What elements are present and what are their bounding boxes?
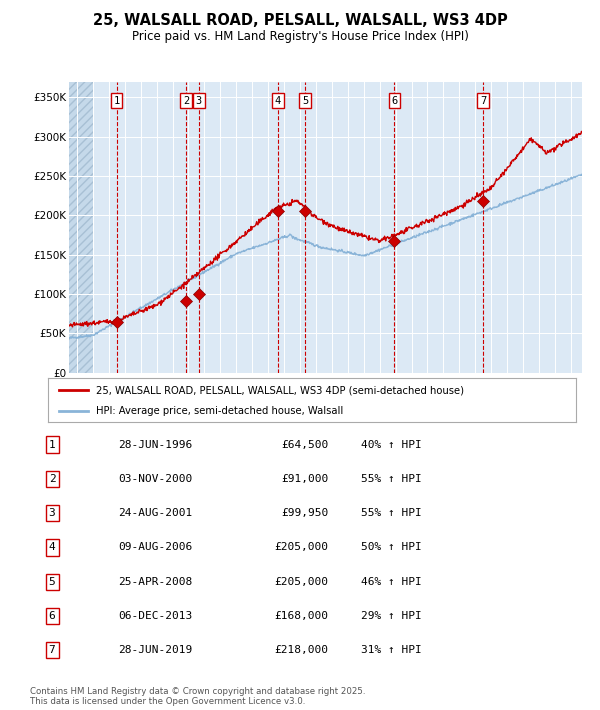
Text: 28-JUN-1996: 28-JUN-1996 bbox=[118, 439, 193, 449]
Text: 09-AUG-2006: 09-AUG-2006 bbox=[118, 542, 193, 552]
Text: Contains HM Land Registry data © Crown copyright and database right 2025.
This d: Contains HM Land Registry data © Crown c… bbox=[30, 687, 365, 706]
Text: 29% ↑ HPI: 29% ↑ HPI bbox=[361, 611, 422, 621]
Text: 1: 1 bbox=[113, 96, 120, 106]
Text: £205,000: £205,000 bbox=[274, 577, 328, 586]
Text: 7: 7 bbox=[480, 96, 486, 106]
Text: 25, WALSALL ROAD, PELSALL, WALSALL, WS3 4DP (semi-detached house): 25, WALSALL ROAD, PELSALL, WALSALL, WS3 … bbox=[95, 386, 464, 395]
Text: 03-NOV-2000: 03-NOV-2000 bbox=[118, 474, 193, 484]
Text: 40% ↑ HPI: 40% ↑ HPI bbox=[361, 439, 422, 449]
Text: 7: 7 bbox=[49, 645, 55, 655]
Text: HPI: Average price, semi-detached house, Walsall: HPI: Average price, semi-detached house,… bbox=[95, 406, 343, 416]
Text: 3: 3 bbox=[196, 96, 202, 106]
Text: 6: 6 bbox=[391, 96, 398, 106]
Text: 5: 5 bbox=[302, 96, 308, 106]
Text: 2: 2 bbox=[49, 474, 55, 484]
Text: 5: 5 bbox=[49, 577, 55, 586]
Text: 06-DEC-2013: 06-DEC-2013 bbox=[118, 611, 193, 621]
Text: 4: 4 bbox=[49, 542, 55, 552]
Text: 55% ↑ HPI: 55% ↑ HPI bbox=[361, 508, 422, 518]
Text: 3: 3 bbox=[49, 508, 55, 518]
Text: 4: 4 bbox=[275, 96, 281, 106]
Text: 46% ↑ HPI: 46% ↑ HPI bbox=[361, 577, 422, 586]
Text: 31% ↑ HPI: 31% ↑ HPI bbox=[361, 645, 422, 655]
Text: 6: 6 bbox=[49, 611, 55, 621]
Text: £99,950: £99,950 bbox=[281, 508, 328, 518]
Text: 28-JUN-2019: 28-JUN-2019 bbox=[118, 645, 193, 655]
Text: 55% ↑ HPI: 55% ↑ HPI bbox=[361, 474, 422, 484]
Text: £64,500: £64,500 bbox=[281, 439, 328, 449]
Text: 25-APR-2008: 25-APR-2008 bbox=[118, 577, 193, 586]
Text: Price paid vs. HM Land Registry's House Price Index (HPI): Price paid vs. HM Land Registry's House … bbox=[131, 30, 469, 43]
Text: 2: 2 bbox=[183, 96, 189, 106]
Text: 25, WALSALL ROAD, PELSALL, WALSALL, WS3 4DP: 25, WALSALL ROAD, PELSALL, WALSALL, WS3 … bbox=[92, 13, 508, 28]
Text: £205,000: £205,000 bbox=[274, 542, 328, 552]
Text: £168,000: £168,000 bbox=[274, 611, 328, 621]
Text: 24-AUG-2001: 24-AUG-2001 bbox=[118, 508, 193, 518]
Text: 1: 1 bbox=[49, 439, 55, 449]
Text: £218,000: £218,000 bbox=[274, 645, 328, 655]
Text: 50% ↑ HPI: 50% ↑ HPI bbox=[361, 542, 422, 552]
Text: £91,000: £91,000 bbox=[281, 474, 328, 484]
